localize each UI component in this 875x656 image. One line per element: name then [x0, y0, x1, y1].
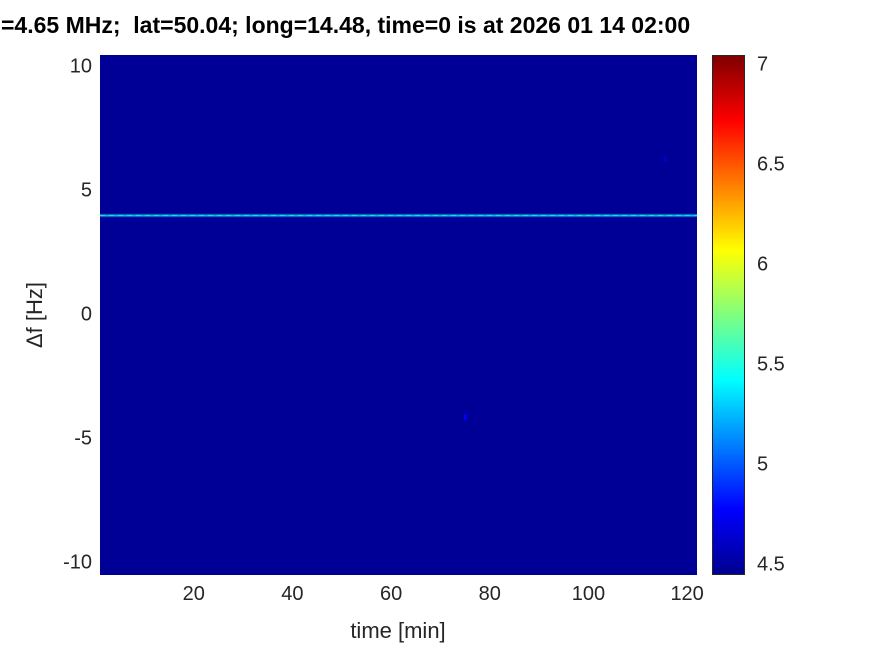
chart-title: =4.65 MHz; lat=50.04; long=14.48, time=0… — [1, 12, 691, 38]
x-tick-label: 100 — [571, 583, 606, 605]
colorbar-tick-label: 5 — [757, 453, 769, 476]
x-tick-label: 20 — [182, 583, 205, 605]
heatmap-canvas — [100, 55, 697, 575]
y-tick-label: 0 — [80, 303, 92, 326]
y-tick-label: 10 — [69, 55, 92, 78]
x-tick-label: 40 — [281, 583, 304, 605]
colorbar — [712, 55, 745, 575]
colorbar-tick-label: 7 — [757, 53, 769, 76]
y-tick-label: 5 — [80, 179, 92, 202]
colorbar-tick-label: 6 — [757, 253, 769, 276]
x-tick-label: 120 — [670, 583, 704, 605]
x-axis-label: time [min] — [350, 618, 446, 643]
x-tick-label: 80 — [478, 583, 501, 605]
heatmap-plot-area — [100, 55, 697, 575]
colorbar-tick-label: 5.5 — [757, 353, 785, 376]
colorbar-tick-label: 4.5 — [757, 553, 785, 576]
colorbar-tick-label: 6.5 — [757, 153, 785, 176]
y-tick-label: -5 — [74, 427, 92, 450]
y-tick-label: -10 — [63, 551, 92, 574]
x-tick-label: 60 — [379, 583, 403, 605]
